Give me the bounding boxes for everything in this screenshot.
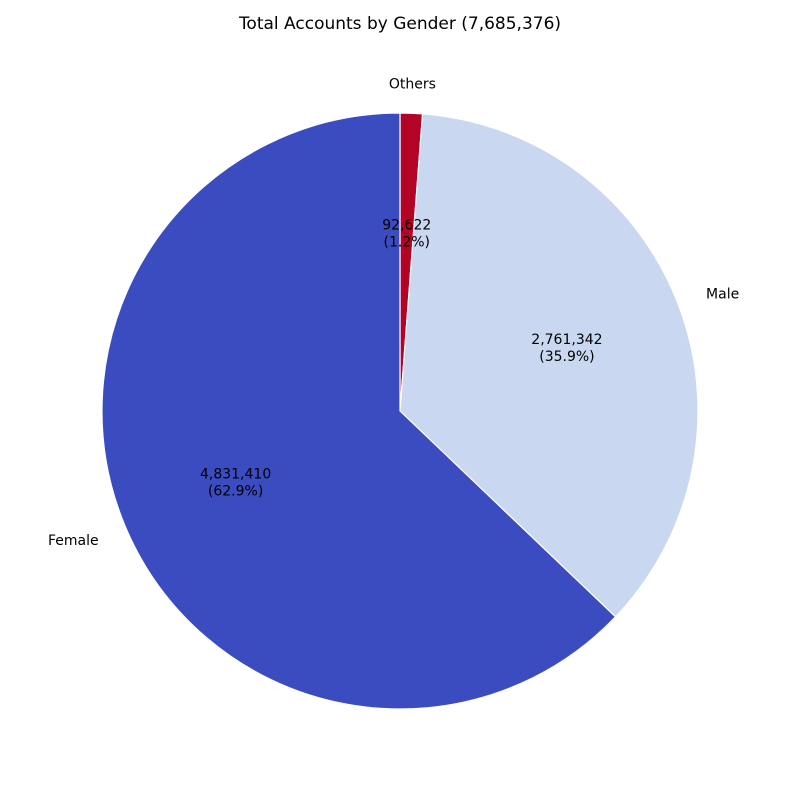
pie-slices [101,112,699,710]
value-label-others: 92,622 (1.2%) [382,217,431,250]
pie-labels: Others 92,622 (1.2%) Male 2,761,342 (35.9%) Fe… [48,76,739,548]
value-label-female: 4,831,410 (62.9%) [200,466,271,499]
chart-title: Total Accounts by Gender (7,685,376) [238,14,561,34]
slice-label-female: Female [48,533,99,549]
value-label-male: 2,761,342 (35.9%) [531,332,602,365]
slice-label-male: Male [706,287,739,303]
pie-slice-male [399,113,699,618]
pie-slice-female [101,112,617,710]
slice-label-others: Others [389,76,436,92]
